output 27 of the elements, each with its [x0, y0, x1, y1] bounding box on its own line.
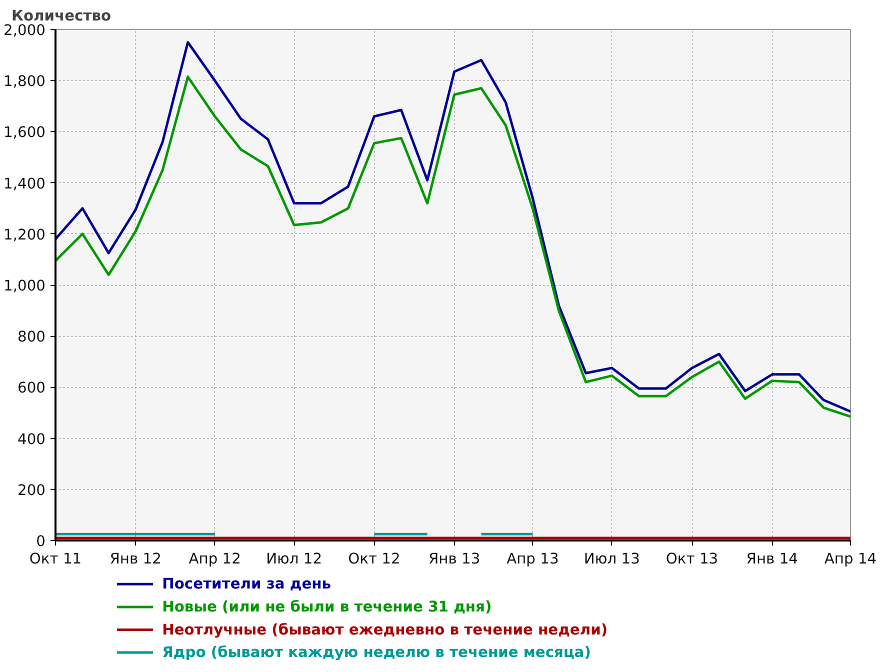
x-tick-label: Июл 13	[584, 550, 640, 568]
y-tick-label: 1,200	[4, 226, 46, 244]
x-tick-label: Окт 12	[348, 550, 400, 568]
legend-label: Новые (или не были в течение 31 дня)	[162, 598, 492, 616]
legend-label: Посетители за день	[162, 576, 332, 593]
legend-label: Ядро (бывают каждую неделю в течение месяца)	[162, 644, 591, 662]
x-tick-label: Июл 12	[266, 550, 322, 568]
y-tick-label: 400	[18, 430, 46, 448]
x-tick-label: Янв 14	[746, 550, 798, 568]
y-tick-label: 200	[18, 482, 46, 499]
x-tick-label: Янв 13	[428, 550, 480, 568]
y-tick-label: 1,000	[4, 278, 46, 294]
y-tick-label: 800	[18, 328, 46, 346]
x-tick-label: Апр 14	[824, 550, 877, 568]
y-tick-label: 0	[36, 533, 46, 550]
y-tick-label: 1,800	[4, 73, 46, 90]
x-tick-label: Окт 11	[29, 550, 82, 568]
y-tick-label: 1,600	[4, 124, 46, 142]
y-axis-title: Количество	[12, 8, 112, 24]
x-tick-label: Окт 13	[666, 550, 718, 568]
legend-label: Неотлучные (бывают ежедневно в течение недели)	[162, 621, 608, 638]
y-tick-label: 600	[18, 380, 46, 397]
y-tick-label: 1,400	[4, 175, 46, 192]
x-tick-label: Янв 12	[110, 550, 162, 568]
x-tick-label: Апр 12	[188, 550, 241, 568]
x-tick-label: Апр 13	[506, 550, 559, 568]
y-tick-label: 2,000	[4, 22, 46, 39]
